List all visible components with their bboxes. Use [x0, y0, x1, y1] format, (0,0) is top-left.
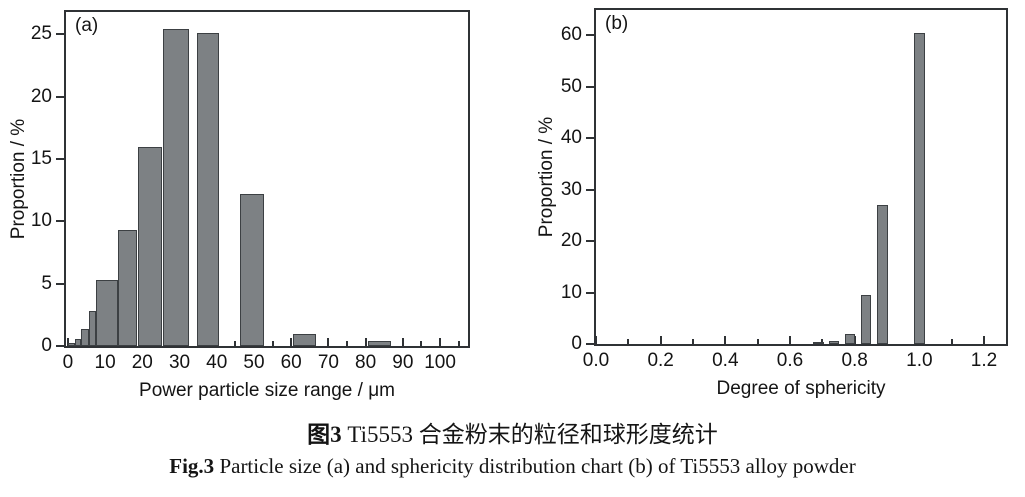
y-tick-label: 0: [41, 335, 52, 356]
y-major-tick: [56, 345, 64, 347]
y-tick-label: 0: [571, 333, 582, 354]
x-tick-label: 90: [392, 352, 414, 373]
y-major-tick: [56, 33, 64, 36]
x-major-tick: [364, 338, 367, 346]
caption-english-prefix: Fig.3: [169, 454, 215, 478]
bar-a: [74, 338, 82, 346]
x-tick-label: 30: [168, 352, 191, 373]
x-minor-tick: [420, 341, 423, 346]
y-major-tick: [586, 240, 594, 243]
bar-a: [81, 328, 89, 346]
y-tick-label: 20: [30, 85, 52, 107]
y-major-tick: [56, 282, 64, 285]
x-axis-title-a: Power particle size range / μm: [139, 380, 395, 401]
bar-b: [828, 341, 840, 344]
bar-b: [877, 204, 888, 344]
y-major-tick: [56, 95, 64, 98]
plot-area-b: Degree of sphericity Proportion / % 0.0 0…: [536, 8, 1008, 399]
y-tick-label: 20: [560, 230, 582, 252]
bar-a: [67, 342, 75, 346]
y-major-tick: [586, 137, 594, 140]
x-major-tick: [401, 338, 404, 346]
x-tick-label: 0.8: [841, 350, 868, 371]
caption-chinese-prefix: 图3: [307, 422, 342, 447]
x-minor-tick: [234, 341, 237, 346]
x-tick-label: 100: [424, 352, 456, 373]
x-tick-label: 0.4: [712, 350, 739, 371]
caption-english-text: Particle size (a) and sphericity distrib…: [214, 454, 856, 478]
x-minor-tick: [756, 339, 759, 344]
caption-english: Fig.3 Particle size (a) and sphericity d…: [0, 453, 1025, 479]
x-tick-label: 20: [131, 352, 153, 373]
bar-b: [813, 342, 824, 344]
bar-a: [293, 333, 317, 346]
panel-label-b: (b): [605, 13, 629, 34]
x-tick-label: 0.0: [582, 350, 610, 371]
bar-b: [914, 32, 925, 344]
bar-a: [88, 311, 97, 346]
x-axis-title-b: Degree of sphericity: [716, 378, 886, 399]
caption-chinese: 图3 Ti5553 合金粉末的粒径和球形度统计: [0, 421, 1025, 449]
y-tick-label: 40: [560, 127, 582, 149]
x-major-tick: [724, 336, 727, 344]
x-major-tick: [659, 336, 662, 344]
x-major-tick: [327, 338, 330, 346]
x-tick-label: 80: [355, 352, 377, 373]
x-minor-tick: [950, 339, 953, 344]
y-tick-label: 10: [30, 210, 52, 232]
x-minor-tick: [692, 339, 694, 344]
x-tick-label: 0: [62, 352, 74, 373]
y-tick-label: 50: [560, 75, 582, 97]
x-tick-label: 50: [243, 352, 265, 373]
y-tick-label: 30: [560, 178, 582, 200]
x-minor-tick: [821, 339, 824, 344]
plot-area-a: Power particle size range / μm Proportio…: [8, 10, 470, 401]
y-tick-label: 10: [560, 281, 582, 303]
x-minor-tick: [457, 341, 460, 346]
y-tick-label: 15: [30, 148, 52, 170]
x-major-tick: [983, 336, 985, 344]
y-major-tick: [586, 188, 594, 191]
x-tick-label: 0.6: [776, 350, 804, 371]
y-tick-label: 25: [30, 23, 52, 45]
x-major-tick: [789, 336, 791, 344]
x-tick-label: 1.0: [906, 350, 933, 371]
x-tick-label: 1.2: [970, 350, 998, 371]
y-major-tick: [586, 343, 594, 345]
x-tick-label: 40: [206, 352, 228, 373]
bar-a: [197, 33, 219, 346]
bar-a: [239, 193, 264, 346]
bar-a: [163, 29, 189, 346]
x-tick-label: 0.2: [647, 350, 674, 371]
x-major-tick: [66, 338, 69, 346]
x-tick-label: 10: [94, 352, 116, 373]
bar-a: [137, 146, 163, 346]
bar-b: [861, 295, 872, 344]
y-tick-label: 60: [560, 24, 582, 46]
x-major-tick: [290, 338, 293, 346]
y-major-tick: [586, 291, 594, 294]
caption-chinese-text: Ti5553 合金粉末的粒径和球形度统计: [341, 422, 718, 447]
bar-b: [844, 333, 856, 344]
x-major-tick: [595, 336, 597, 344]
x-major-tick: [439, 338, 442, 346]
y-tick-label: 5: [41, 272, 52, 294]
panel-label-a: (a): [75, 15, 99, 36]
x-minor-tick: [271, 341, 274, 346]
x-minor-tick: [346, 341, 349, 346]
y-major-tick: [586, 85, 594, 88]
y-major-tick: [56, 158, 64, 161]
x-tick-label: 70: [317, 352, 339, 373]
x-minor-tick: [627, 339, 630, 344]
y-major-tick: [586, 34, 594, 37]
bar-a: [367, 341, 391, 346]
bar-a: [118, 230, 138, 346]
bar-a: [96, 279, 119, 346]
x-tick-label: 60: [280, 352, 302, 373]
y-major-tick: [56, 220, 64, 223]
